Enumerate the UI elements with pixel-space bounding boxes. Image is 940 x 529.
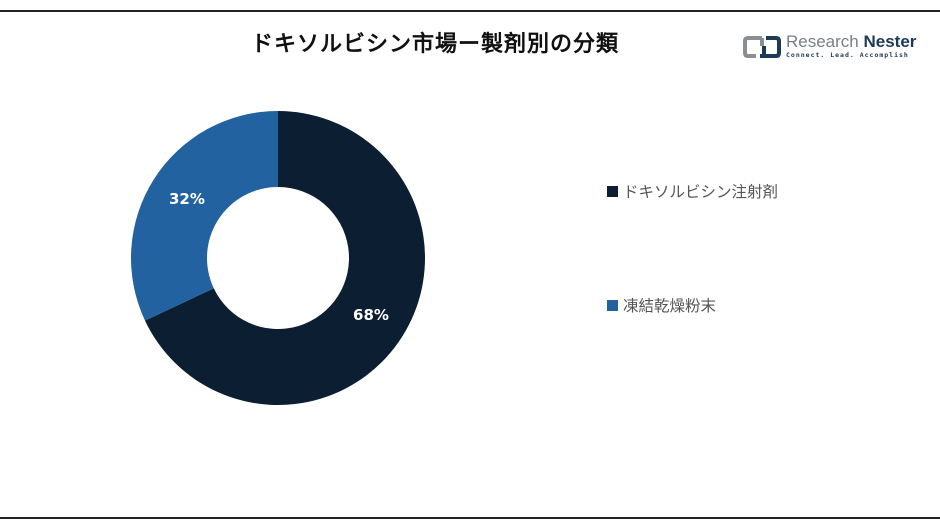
donut-slice xyxy=(130,110,278,321)
logo-mark-icon xyxy=(743,36,781,58)
top-border xyxy=(0,10,940,12)
legend-label: 凍結乾燥粉末 xyxy=(623,297,717,315)
research-nester-logo: Research Nester Connect. Lead. Accomplis… xyxy=(742,32,916,64)
donut-slice xyxy=(144,111,425,405)
logo-tagline: Connect. Lead. Accomplish xyxy=(786,51,909,59)
slice-label-injection: 68% xyxy=(353,306,389,325)
legend-label: ドキソルビシン注射剤 xyxy=(623,183,779,201)
bottom-border xyxy=(0,517,940,519)
logo-text: Research Nester xyxy=(786,32,917,51)
legend-swatch-icon xyxy=(607,185,618,197)
legend-item-lyophilized: 凍結乾燥粉末 xyxy=(607,294,716,316)
slice-label-lyophilized: 32% xyxy=(168,189,205,208)
chart-title: ドキソルビシン市場ー製剤別の分類 xyxy=(250,32,619,57)
legend-swatch-icon xyxy=(607,299,618,311)
legend-item-injection: ドキソルビシン注射剤 xyxy=(607,180,778,202)
